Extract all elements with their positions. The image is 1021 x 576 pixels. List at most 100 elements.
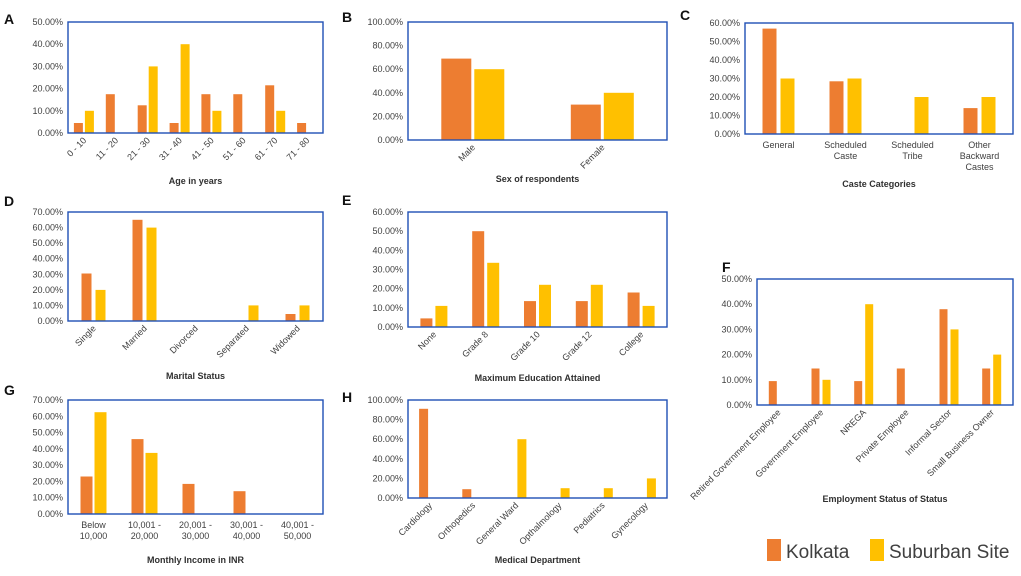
plot-frame <box>407 21 668 141</box>
bar-suburban-site-scheduled-tribe <box>914 97 929 134</box>
x-tick-label: 71 - 80 <box>285 135 312 162</box>
y-tick-label: 0.00% <box>37 509 63 519</box>
bar-suburban-site-below-10-000 <box>94 412 107 514</box>
x-tick-label: Scheduled Tribe <box>891 140 934 161</box>
y-tick-label: 40.00% <box>372 245 403 255</box>
legend-swatch-kolkata <box>767 539 781 561</box>
bar-kolkata-61-70 <box>265 85 275 133</box>
x-axis-title: Caste Categories <box>842 179 916 189</box>
y-tick-label: 30.00% <box>372 265 403 275</box>
x-tick-label: General <box>762 140 794 150</box>
legend-label-suburban: Suburban Site <box>889 542 1009 563</box>
chart-panel-e: E 0.00% 10.00% 20.00% 30.00% 40.00% 50.00% 60.0… <box>342 192 668 383</box>
bar-suburban-site-0-10 <box>84 110 94 133</box>
bar-suburban-site-21-30 <box>148 66 158 133</box>
x-tick-label: Grade 12 <box>560 329 594 363</box>
y-tick-label: 10.00% <box>32 493 63 503</box>
bar-suburban-site-married <box>146 227 157 321</box>
y-tick-label: 0.00% <box>37 128 63 138</box>
bar-suburban-site-general-ward <box>517 439 527 498</box>
y-tick-label: 30.00% <box>32 269 63 279</box>
y-tick-label: 30.00% <box>32 61 63 71</box>
y-tick-label: 0.00% <box>377 135 403 145</box>
bar-suburban-site-61-70 <box>276 110 286 133</box>
bar-kolkata-other-backward-castes <box>963 108 978 134</box>
y-tick-label: 20.00% <box>372 284 403 294</box>
bar-kolkata-grade-10 <box>524 301 536 327</box>
x-tick-label: Married <box>120 323 149 352</box>
y-tick-label: 40.00% <box>721 299 752 309</box>
x-tick-label: Retired Government Employee <box>688 407 782 501</box>
x-tick-label: Cardiology <box>396 500 434 538</box>
panel-letter-e: E <box>342 192 351 208</box>
x-axis-title: Employment Status of Status <box>822 494 947 504</box>
panel-letter-h: H <box>342 389 352 405</box>
bar-suburban-site-college <box>642 305 655 327</box>
bar-kolkata-female <box>570 104 601 140</box>
y-tick-label: 30.00% <box>32 460 63 470</box>
plot-frame <box>756 278 1014 406</box>
x-tick-label: 51 - 60 <box>221 135 248 162</box>
bar-suburban-site-gynecology <box>646 478 656 498</box>
x-tick-label: 31 - 40 <box>157 135 184 162</box>
bar-suburban-site-grade-10 <box>539 284 551 327</box>
bar-kolkata-11-20 <box>105 94 115 133</box>
y-tick-label: 50.00% <box>32 17 63 27</box>
bar-kolkata-retired-government-employee <box>768 381 777 405</box>
y-tick-label: 40.00% <box>32 39 63 49</box>
y-tick-label: 0.00% <box>377 322 403 332</box>
legend-label-kolkata: Kolkata <box>786 542 850 563</box>
bar-kolkata-grade-8 <box>472 231 485 327</box>
bar-suburban-site-separated <box>248 305 259 321</box>
chart-panel-a: A 0.00% 10.00% 20.00% 30.00% 40.00% 50.00% 0 - … <box>4 11 324 186</box>
bar-suburban-site-none <box>435 305 448 327</box>
x-tick-label: 41 - 50 <box>189 135 216 162</box>
chart-panel-h: H 0.00% 20.00% 40.00% 60.00% 80.00% 100.00% Car… <box>342 389 668 565</box>
x-tick-label: NREGA <box>838 407 868 437</box>
bar-kolkata-21-30 <box>137 105 147 134</box>
y-tick-label: 50.00% <box>709 37 740 47</box>
x-tick-label: 20,001 -30,000 <box>179 520 212 541</box>
y-tick-label: 50.00% <box>32 238 63 248</box>
y-tick-label: 40.00% <box>709 55 740 65</box>
x-tick-label: Single <box>73 323 98 348</box>
y-tick-label: 20.00% <box>372 111 403 121</box>
panel-letter-c: C <box>680 7 690 23</box>
y-tick-label: 70.00% <box>32 395 63 405</box>
x-tick-label: Other Backward Castes <box>960 140 1000 172</box>
chart-panel-g: G 0.00% 10.00% 20.00% 30.00% 40.00% 50.00% 60.0… <box>4 382 324 565</box>
panel-letter-f: F <box>722 259 731 275</box>
bar-kolkata-71-80 <box>297 123 307 133</box>
bar-kolkata-51-60 <box>233 94 243 133</box>
y-tick-label: 60.00% <box>372 64 403 74</box>
y-tick-label: 60.00% <box>32 223 63 233</box>
bar-suburban-site-31-40 <box>180 44 190 134</box>
y-tick-label: 20.00% <box>709 92 740 102</box>
panel-letter-a: A <box>4 11 14 27</box>
y-tick-label: 60.00% <box>372 434 403 444</box>
x-tick-label: Widowed <box>269 323 302 356</box>
y-tick-label: 0.00% <box>726 400 752 410</box>
y-tick-label: 50.00% <box>32 428 63 438</box>
y-tick-label: 30.00% <box>709 74 740 84</box>
bar-kolkata-widowed <box>285 314 296 321</box>
bar-suburban-site-pediatrics <box>603 488 613 498</box>
bar-suburban-site-nrega <box>865 304 874 405</box>
plot-frame <box>407 399 668 499</box>
bar-suburban-site-single <box>95 289 106 321</box>
bar-kolkata-cardiology <box>419 408 429 498</box>
bar-kolkata-scheduled-caste <box>829 81 844 134</box>
x-axis-title: Sex of respondents <box>496 174 580 184</box>
x-tick-label: 30,001 -40,000 <box>230 520 263 541</box>
y-tick-label: 10.00% <box>372 303 403 313</box>
y-tick-label: 20.00% <box>32 84 63 94</box>
y-tick-label: 50.00% <box>721 274 752 284</box>
bar-kolkata-male <box>441 58 472 140</box>
plot-frame <box>67 399 324 515</box>
bar-kolkata-below-10-000 <box>80 476 93 514</box>
x-tick-label: 0 - 10 <box>65 135 88 158</box>
plot-frame <box>407 211 668 328</box>
bar-kolkata-married <box>132 219 143 321</box>
x-tick-label: None <box>416 329 438 351</box>
x-tick-label: College <box>617 329 646 358</box>
